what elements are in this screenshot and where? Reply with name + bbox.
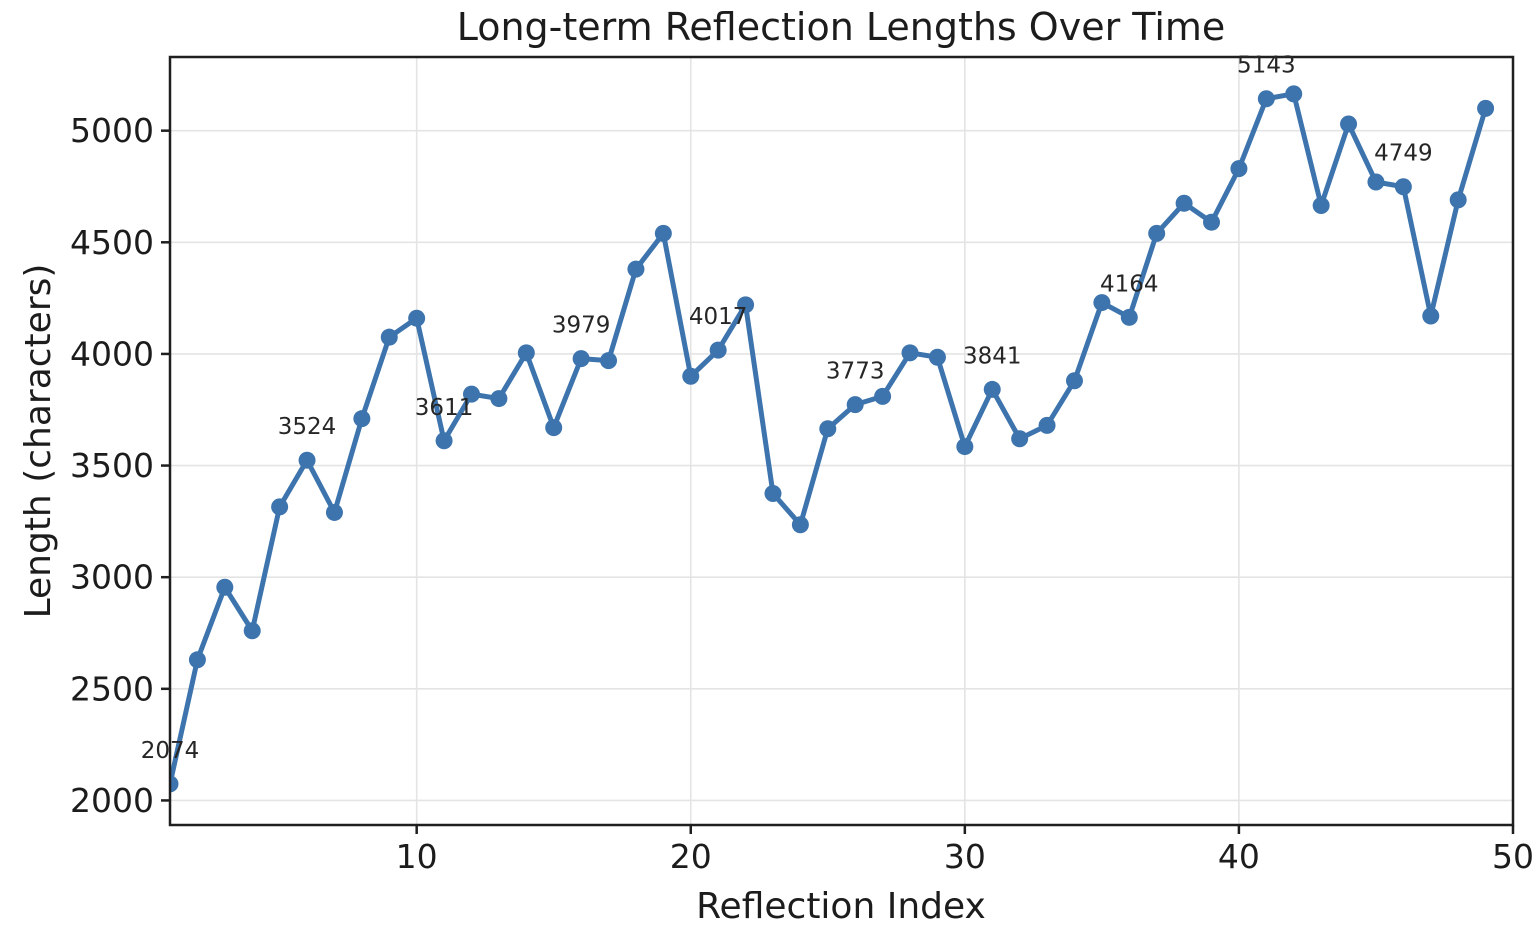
y-axis-label: Length (characters) xyxy=(18,264,59,619)
data-series xyxy=(170,85,1495,793)
x-tick-label: 50 xyxy=(1492,837,1534,876)
data-point-marker xyxy=(325,503,343,521)
data-point-marker xyxy=(600,352,618,370)
data-point-marker xyxy=(462,385,480,403)
y-tick-label: 2500 xyxy=(70,669,154,708)
data-point-value-label: 2074 xyxy=(141,738,200,764)
data-point-marker xyxy=(709,341,727,359)
data-point-marker xyxy=(188,651,206,669)
data-point-marker xyxy=(435,432,453,450)
data-point-marker xyxy=(983,380,1001,398)
data-point-marker xyxy=(874,387,892,405)
chart-title: Long-term Reflection Lengths Over Time xyxy=(457,5,1226,49)
y-tick-label: 3000 xyxy=(70,558,154,597)
y-tick-label: 5000 xyxy=(70,111,154,150)
series-line xyxy=(170,91,1489,787)
data-point-value-label: 4749 xyxy=(1374,141,1433,167)
data-point-value-label: 3979 xyxy=(552,313,611,339)
data-point-marker xyxy=(1285,85,1303,103)
data-point-marker xyxy=(1093,294,1111,312)
y-tick-label: 4000 xyxy=(70,334,154,373)
data-point-value-label: 4017 xyxy=(689,304,748,330)
data-point-marker xyxy=(1312,196,1330,214)
data-point-marker xyxy=(737,296,755,314)
data-point-marker xyxy=(901,344,919,362)
data-point-marker xyxy=(764,484,782,502)
plot-border-spines xyxy=(168,55,1515,827)
data-point-marker xyxy=(654,224,672,242)
data-point-marker xyxy=(271,498,289,516)
x-tick-label: 40 xyxy=(1218,837,1260,876)
data-point-marker xyxy=(1148,224,1166,242)
data-point-marker xyxy=(682,367,700,385)
data-point-marker xyxy=(1038,416,1056,434)
x-tick-label: 10 xyxy=(396,837,438,876)
data-point-value-label: 3841 xyxy=(963,343,1022,369)
data-point-marker xyxy=(380,328,398,346)
data-point-marker xyxy=(846,396,864,414)
data-point-marker xyxy=(1175,194,1193,212)
data-point-marker xyxy=(956,438,974,456)
data-point-marker xyxy=(1340,115,1358,133)
data-point-marker xyxy=(545,419,563,437)
tick-marks xyxy=(161,129,1515,834)
data-point-value-label: 3611 xyxy=(415,395,474,421)
data-point-marker xyxy=(170,775,179,793)
data-point-value-label: 5143 xyxy=(1237,53,1296,79)
data-point-marker xyxy=(298,451,316,469)
data-point-marker xyxy=(1065,372,1083,390)
y-tick-label: 4500 xyxy=(70,223,154,262)
y-tick-label: 3500 xyxy=(70,446,154,485)
data-point-marker xyxy=(353,410,371,428)
data-point-marker xyxy=(408,309,426,327)
data-point-marker xyxy=(216,578,234,596)
data-point-value-label: 3524 xyxy=(278,414,337,440)
data-point-value-label: 3773 xyxy=(826,359,885,385)
data-point-marker xyxy=(1230,160,1248,178)
data-point-marker xyxy=(1477,99,1495,117)
data-point-marker xyxy=(490,390,508,408)
x-tick-label: 20 xyxy=(670,837,712,876)
data-point-marker xyxy=(1011,430,1029,448)
data-point-marker xyxy=(1203,213,1221,231)
data-point-marker xyxy=(791,516,809,534)
x-tick-label: 30 xyxy=(944,837,986,876)
data-point-marker xyxy=(819,420,837,438)
data-point-marker xyxy=(1257,90,1275,108)
data-point-marker xyxy=(1394,178,1412,196)
data-point-marker xyxy=(1367,173,1385,191)
data-point-marker xyxy=(1120,308,1138,326)
point-value-annotations: 2074 3524 3611 3979 4017 3773 3841 4164 5143 4749 xyxy=(141,53,1433,764)
data-point-marker xyxy=(928,348,946,366)
tick-labels: 2000 2500 3000 3500 4000 4500 5000 10 20 30 40 50 xyxy=(70,111,1534,876)
data-point-marker xyxy=(1422,307,1440,325)
data-point-marker xyxy=(627,260,645,278)
data-point-marker xyxy=(572,350,590,368)
y-tick-label: 2000 xyxy=(70,781,154,820)
data-point-marker xyxy=(243,622,261,640)
data-point-value-label: 4164 xyxy=(1100,271,1159,297)
x-axis-label: Reflection Index xyxy=(696,886,986,927)
data-point-marker xyxy=(1449,191,1467,209)
data-point-marker xyxy=(517,344,535,362)
